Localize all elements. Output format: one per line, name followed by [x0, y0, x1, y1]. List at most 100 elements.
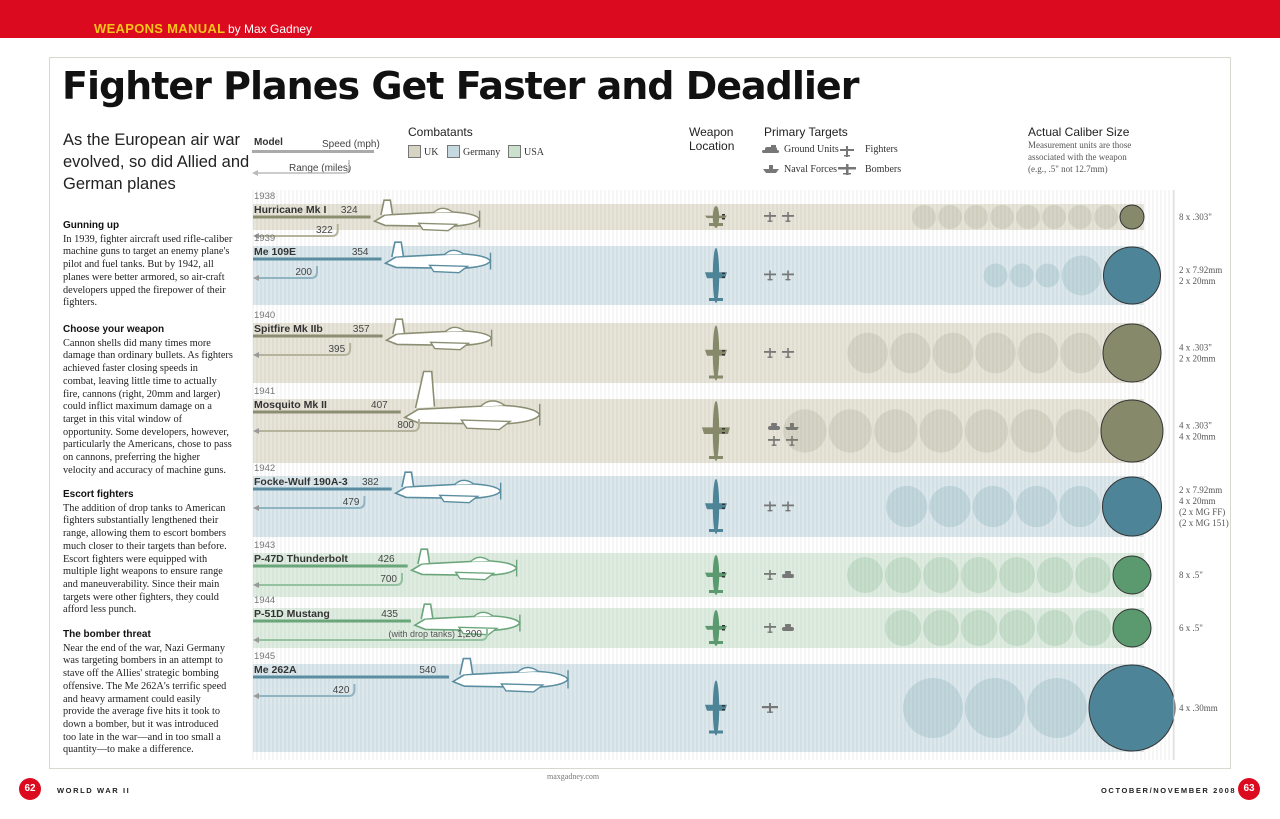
germany-label: Germany — [463, 147, 501, 158]
caliber-ghost — [1042, 205, 1066, 229]
row-model: Spitfire Mk IIb — [254, 323, 323, 335]
caliber-ghost — [912, 205, 936, 229]
tail-fin — [392, 318, 406, 335]
row-year: 1942 — [254, 463, 275, 474]
section-heading: Escort fighters — [63, 489, 134, 500]
caliber-ghost — [890, 332, 931, 374]
top-wing — [705, 215, 727, 219]
caliber-ghost — [1059, 485, 1101, 528]
speed-bar — [253, 675, 450, 679]
section-bomber-threat: The bomber threat Near the end of the wa… — [63, 629, 233, 757]
gun-mark — [722, 272, 725, 274]
weapon-label: 4 x .30mm — [1179, 703, 1218, 713]
caliber-circles — [983, 246, 1161, 305]
canopy — [432, 207, 453, 214]
footer-url: maxgadney.com — [547, 772, 600, 781]
range-bar — [257, 419, 420, 432]
speed-value: 435 — [381, 609, 398, 620]
canopy — [469, 556, 490, 563]
target-legend-icons — [762, 145, 856, 175]
bomber-icon — [762, 703, 778, 713]
caliber-ghost — [1009, 263, 1034, 288]
caliber-ghost — [923, 610, 959, 646]
ground-unit-icon — [782, 624, 794, 631]
caliber-ghost — [1037, 610, 1073, 646]
fighter-icon — [764, 501, 776, 512]
wing — [428, 264, 470, 274]
aircraft-row: 1941 Mosquito Mk II 407 800 4 x .303"4 x 20m… — [253, 370, 1216, 463]
canopy — [479, 400, 506, 408]
caliber-ghost — [885, 557, 921, 593]
caliber-ghost — [1015, 485, 1058, 528]
speed-value: 382 — [362, 477, 379, 488]
ground-unit-icon — [768, 423, 780, 430]
weapon-label: 8 x .303" — [1179, 212, 1212, 222]
row-model: Me 262A — [254, 664, 297, 676]
caliber-ghost — [1068, 205, 1092, 229]
range-bar — [257, 684, 356, 697]
caliber-ghost — [961, 557, 997, 593]
weapon-label: 4 x 20mm — [1179, 496, 1216, 506]
range-arrow — [253, 233, 259, 239]
weapon-location-icon — [705, 610, 727, 646]
top-wing — [705, 272, 727, 279]
top-banner: WEAPONS MANUAL by Max Gadney — [0, 0, 1280, 38]
germany-swatch — [447, 145, 460, 158]
weapon-label: 6 x .5" — [1179, 623, 1203, 633]
plane-silhouette-icon — [372, 199, 481, 232]
weapon-location-icon — [705, 555, 727, 595]
range-value: 800 — [397, 420, 414, 431]
caliber-circle — [1102, 476, 1162, 537]
gun-mark — [722, 276, 725, 278]
row-year: 1945 — [254, 651, 275, 662]
caliber-note-line: Measurement units are those — [1028, 140, 1132, 150]
caliber-circle — [1103, 246, 1161, 305]
primary-targets-title: Primary Targets — [764, 125, 848, 139]
caliber-ghost — [1035, 263, 1060, 288]
caliber-ghost — [1017, 332, 1059, 374]
tail-fin — [420, 603, 434, 620]
weapon-location-icon — [705, 206, 727, 228]
fighter-icon — [782, 348, 794, 358]
section-heading: The bomber threat — [63, 629, 151, 640]
speed-bar — [253, 487, 392, 491]
plane-silhouette-icon — [409, 548, 518, 581]
section-body: The addition of drop tanks to American f… — [63, 502, 227, 616]
section-heading: Gunning up — [63, 220, 120, 231]
intro-text: As the European air war evolved, so did … — [63, 131, 250, 193]
range-bar — [257, 496, 366, 509]
plane-silhouette-icon — [451, 657, 569, 693]
row-model: Focke-Wulf 190A-3 — [254, 476, 348, 488]
gun-mark — [722, 350, 725, 352]
caliber-ghost — [828, 409, 872, 453]
fighter-icon — [768, 436, 780, 446]
top-tailplane — [709, 730, 723, 734]
section-gunning-up: Gunning up In 1939, fighter aircraft use… — [63, 220, 233, 310]
fighter-icon — [782, 270, 794, 281]
range-arrow — [253, 693, 259, 699]
caliber-ghost — [847, 332, 888, 374]
caliber-ghost — [1037, 557, 1073, 593]
caliber-ghost — [903, 678, 963, 738]
right-page-number: 63 — [1238, 778, 1260, 800]
row-model: P-51D Mustang — [254, 608, 330, 620]
top-wing — [705, 704, 727, 711]
range-bar — [257, 266, 318, 279]
caliber-ghost — [972, 485, 1014, 528]
caliber-circles — [847, 323, 1162, 383]
gun-mark — [722, 503, 725, 505]
caliber-circle — [1102, 323, 1162, 383]
caliber-ghost — [923, 557, 959, 593]
weapon-location-icon — [705, 680, 727, 736]
fighter-icon — [786, 436, 798, 446]
gun-mark — [722, 629, 725, 631]
tail-fin — [417, 548, 431, 565]
range-value: 420 — [333, 685, 350, 696]
speed-value: 354 — [352, 247, 369, 258]
section-brand: WEAPONS MANUAL — [94, 21, 226, 36]
top-tailplane — [709, 223, 723, 226]
legend-ground-units: Ground Units — [784, 144, 839, 155]
range-arrow — [253, 637, 259, 643]
